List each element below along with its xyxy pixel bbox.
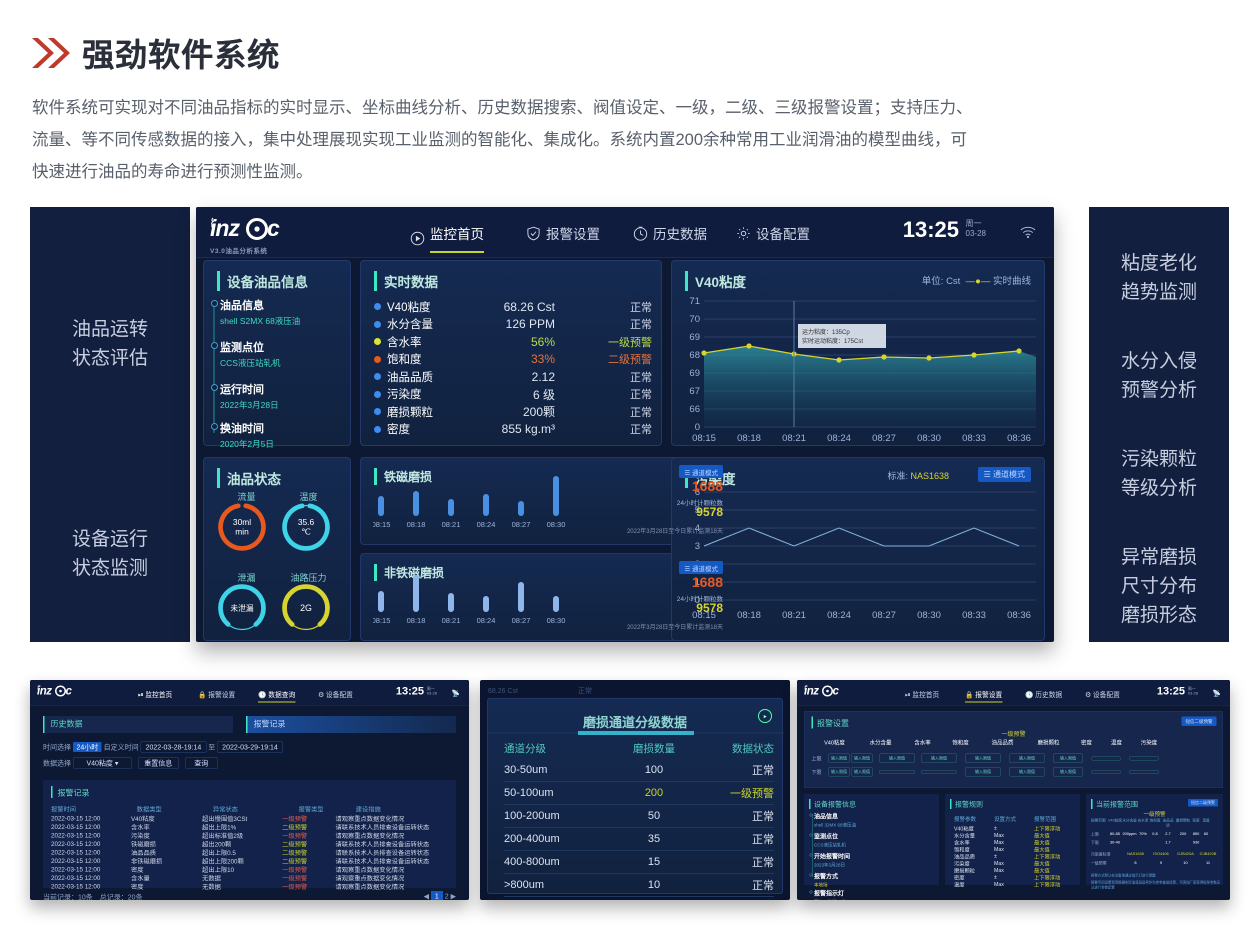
svg-text:08:30: 08:30 bbox=[917, 433, 941, 444]
svg-text:08:24: 08:24 bbox=[827, 433, 851, 444]
svg-text:08:18: 08:18 bbox=[407, 616, 426, 625]
svg-text:c: c bbox=[66, 686, 73, 697]
svg-text:08:18: 08:18 bbox=[407, 520, 426, 529]
svg-text:70: 70 bbox=[689, 314, 700, 325]
svg-text:08:24: 08:24 bbox=[477, 520, 496, 529]
svg-text:inz: inz bbox=[210, 216, 240, 240]
svg-text:08:27: 08:27 bbox=[872, 610, 896, 621]
svg-text:69: 69 bbox=[689, 368, 700, 379]
svg-text:min: min bbox=[235, 526, 249, 536]
svg-text:inz: inz bbox=[37, 686, 52, 697]
svg-text:运力粘度：135Cp: 运力粘度：135Cp bbox=[802, 328, 850, 336]
svg-text:08:36: 08:36 bbox=[1007, 433, 1031, 444]
svg-text:08:21: 08:21 bbox=[442, 520, 461, 529]
svg-text:c: c bbox=[267, 216, 280, 240]
svg-text:08:18: 08:18 bbox=[737, 610, 761, 621]
svg-text:08:27: 08:27 bbox=[872, 433, 896, 444]
svg-text:08:24: 08:24 bbox=[827, 610, 851, 621]
svg-text:08:21: 08:21 bbox=[782, 610, 806, 621]
svg-text:c: c bbox=[833, 686, 840, 697]
svg-text:未泄漏: 未泄漏 bbox=[230, 603, 253, 613]
svg-text:0: 0 bbox=[695, 422, 700, 433]
svg-text:08:18: 08:18 bbox=[737, 433, 761, 444]
svg-text:08:33: 08:33 bbox=[962, 433, 986, 444]
svg-text:68: 68 bbox=[689, 350, 700, 361]
svg-text:71: 71 bbox=[689, 296, 700, 307]
svg-text:69: 69 bbox=[689, 332, 700, 343]
svg-text:08:21: 08:21 bbox=[442, 616, 461, 625]
svg-text:3: 3 bbox=[695, 541, 700, 552]
svg-text:08:15: 08:15 bbox=[692, 433, 716, 444]
svg-text:08:33: 08:33 bbox=[962, 610, 986, 621]
svg-text:08:36: 08:36 bbox=[1007, 610, 1031, 621]
svg-text:08:24: 08:24 bbox=[477, 616, 496, 625]
svg-text:66: 66 bbox=[689, 404, 700, 415]
svg-text:08:15: 08:15 bbox=[373, 520, 390, 529]
svg-text:2G: 2G bbox=[300, 603, 312, 613]
svg-text:℃: ℃ bbox=[301, 526, 310, 536]
svg-text:08:27: 08:27 bbox=[512, 520, 531, 529]
svg-text:67: 67 bbox=[689, 386, 700, 397]
svg-text:实时运动粘度：175Cst: 实时运动粘度：175Cst bbox=[802, 337, 863, 345]
svg-text:08:15: 08:15 bbox=[373, 616, 390, 625]
svg-text:08:21: 08:21 bbox=[782, 433, 806, 444]
svg-text:08:30: 08:30 bbox=[917, 610, 941, 621]
svg-text:08:27: 08:27 bbox=[512, 616, 531, 625]
svg-text:inz: inz bbox=[804, 686, 819, 697]
